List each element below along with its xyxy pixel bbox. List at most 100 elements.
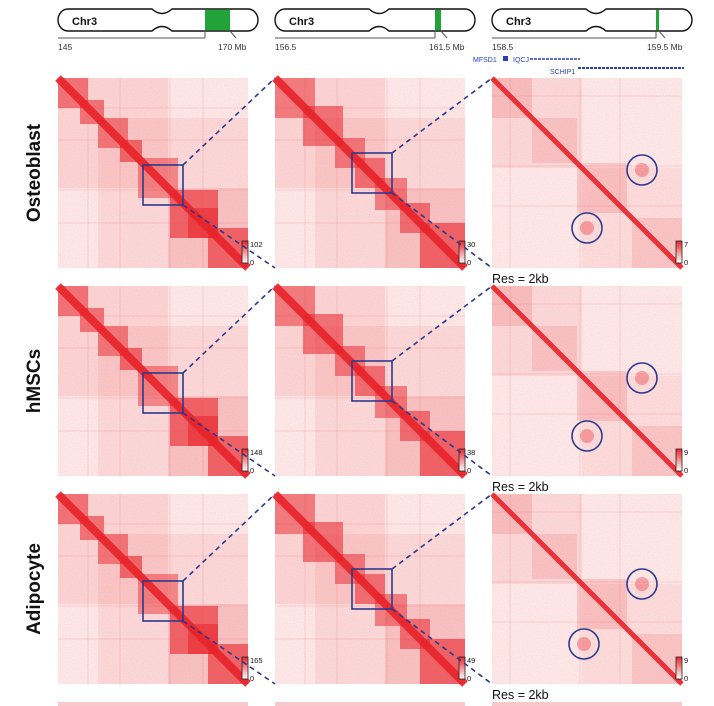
colorbar-max: 30 (467, 240, 475, 249)
chromosome-label: Chr3 (289, 16, 314, 28)
scale-tick (229, 30, 237, 39)
colorbar-min: 0 (250, 674, 254, 683)
end-coordinate: 170 Mb (218, 42, 247, 52)
chromosome-panel-3: Chr3 158.5 159.5 Mb MFSD1 IQCJ SCHIP1 (473, 8, 693, 76)
loop-circle (571, 212, 603, 244)
colorbar-max: 38 (467, 448, 475, 457)
heatmap-diagonal (55, 283, 251, 479)
start-coordinate: 158.5 (492, 42, 514, 52)
colorbar (458, 656, 466, 680)
zoom-box (142, 164, 184, 206)
heatmap-hmscs-3: 9 0 Res = 2kb (490, 284, 688, 494)
next-row-edge (275, 702, 465, 706)
colorbar-min: 0 (250, 466, 254, 475)
loop-circle (626, 568, 658, 600)
highlight-band (435, 9, 441, 31)
heatmap-osteoblast-3: 7 0 Res = 2kb (490, 76, 688, 286)
scale-tick (658, 30, 666, 39)
gene-label: IQCJ (513, 57, 529, 64)
loop-circle (571, 420, 603, 452)
zoom-line-top (182, 285, 276, 374)
highlight-band (205, 9, 230, 31)
heatmap-diagonal (490, 76, 684, 270)
end-coordinate: 161.5 Mb (429, 42, 465, 52)
start-coordinate: 145 (58, 42, 72, 52)
chromosome-outline (274, 8, 476, 32)
colorbar (241, 656, 249, 680)
zoom-line-bottom (182, 412, 276, 477)
colorbar-max: 165 (250, 656, 263, 665)
colorbar (458, 448, 466, 472)
resolution-label: Res = 2kb (492, 272, 549, 286)
loop-circle (568, 628, 600, 660)
loop-signal (635, 163, 649, 177)
zoom-connectors (182, 77, 493, 685)
heatmap-osteoblast-2: 30 0 (272, 75, 475, 271)
colorbar (675, 240, 683, 264)
zoom-box (351, 568, 393, 610)
colorbar-max: 102 (250, 240, 263, 249)
heatmap-adipocyte-3: 9 0 Res = 2kb (490, 492, 688, 702)
zoom-line-bottom (391, 608, 493, 685)
zoom-line-bottom (182, 620, 276, 685)
colorbar (675, 656, 683, 680)
colorbar-max: 49 (467, 656, 475, 665)
chromosome-ideograms: Chr3 145 170 Mb Chr3 156.5 161.5 Mb Chr3 158.5 1… (57, 8, 693, 76)
next-row-edge (492, 702, 682, 706)
chromosome-outline (491, 8, 693, 32)
zoom-line-top (391, 77, 493, 154)
colorbar-max: 9 (684, 656, 688, 665)
loop-signal (635, 371, 649, 385)
colorbar-min: 0 (684, 674, 688, 683)
row-label-adipocyte: Adipocyte (24, 543, 45, 635)
colorbar (241, 240, 249, 264)
colorbar-min: 0 (467, 466, 471, 475)
heatmap-diagonal (490, 492, 684, 686)
next-row-edge (58, 702, 248, 706)
row-label-hmscs: hMSCs (24, 349, 45, 413)
colorbar-max: 9 (684, 448, 688, 457)
heatmap-diagonal (272, 283, 468, 479)
row-label-osteoblast: Osteoblast (24, 123, 45, 222)
chromosome-panel-2: Chr3 156.5 161.5 Mb (274, 8, 476, 52)
chromosome-panel-1: Chr3 145 170 Mb (57, 8, 259, 52)
loop-signal (635, 577, 649, 591)
zoom-line-bottom (391, 192, 493, 269)
zoom-line-bottom (182, 204, 276, 269)
colorbar (458, 240, 466, 264)
heatmap-osteoblast-1: 102 0 (55, 75, 263, 271)
gene-block (503, 56, 508, 61)
heatmap-adipocyte-2: 49 0 (272, 491, 475, 687)
colorbar-min: 0 (684, 258, 688, 267)
colorbar (241, 448, 249, 472)
colorbar (675, 448, 683, 472)
colorbar-min: 0 (684, 466, 688, 475)
heatmap-diagonal (490, 284, 684, 478)
zoom-box (351, 360, 393, 402)
zoom-line-top (391, 493, 493, 570)
colorbar-max: 148 (250, 448, 263, 457)
resolution-label: Res = 2kb (492, 688, 549, 702)
colorbar-min: 0 (467, 258, 471, 267)
loop-signal (580, 221, 594, 235)
heatmap-diagonal (272, 75, 468, 271)
zoom-box (142, 580, 184, 622)
zoom-line-top (182, 493, 276, 582)
heatmap-hmscs-2: 38 0 (272, 283, 475, 479)
heatmap-diagonal (55, 75, 251, 271)
start-coordinate: 156.5 (275, 42, 297, 52)
row-labels: Osteoblast hMSCs Adipocyte (24, 123, 45, 635)
zoom-line-bottom (391, 400, 493, 477)
heatmap-diagonal (272, 491, 468, 687)
loop-signal (580, 429, 594, 443)
resolution-label: Res = 2kb (492, 480, 549, 494)
loop-circle (626, 362, 658, 394)
gene-label: MFSD1 (473, 57, 497, 64)
colorbar-min: 0 (467, 674, 471, 683)
scale-tick (440, 30, 448, 39)
gene-label: SCHIP1 (550, 69, 575, 76)
zoom-box (142, 372, 184, 414)
